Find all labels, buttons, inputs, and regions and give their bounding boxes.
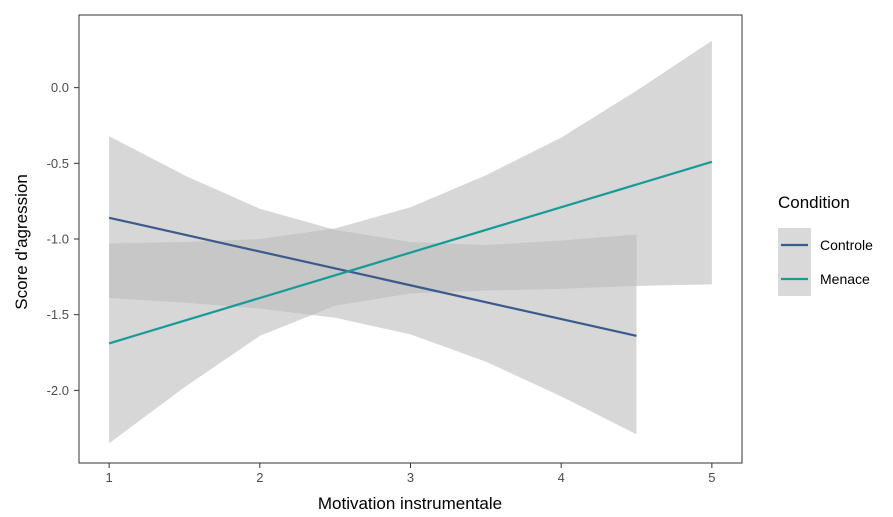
y-tick-label: 0.0 bbox=[51, 80, 69, 95]
x-tick-label: 2 bbox=[256, 470, 263, 485]
y-tick-label: -1.0 bbox=[47, 232, 69, 247]
x-tick-label: 1 bbox=[106, 470, 113, 485]
y-tick-label: -0.5 bbox=[47, 156, 69, 171]
legend-label-controle: Controle bbox=[820, 237, 873, 253]
legend: Condition Controle Menace bbox=[778, 193, 873, 296]
y-tick-label: -2.0 bbox=[47, 383, 69, 398]
confidence-ribbons bbox=[109, 40, 712, 444]
line-controle bbox=[108, 216, 637, 337]
series-lines bbox=[108, 160, 713, 345]
line-menace bbox=[108, 160, 713, 345]
x-axis-title: Motivation instrumentale bbox=[318, 494, 502, 513]
legend-label-menace: Menace bbox=[820, 271, 870, 287]
y-tick-label: -1.5 bbox=[47, 307, 69, 322]
y-axis-ticks: -2.0 -1.5 -1.0 -0.5 0.0 bbox=[47, 80, 79, 398]
x-tick-label: 4 bbox=[558, 470, 565, 485]
x-tick-label: 3 bbox=[407, 470, 414, 485]
legend-items: Controle Menace bbox=[778, 228, 873, 296]
x-axis-ticks: 1 2 3 4 5 bbox=[106, 463, 715, 485]
legend-title: Condition bbox=[778, 193, 850, 212]
x-tick-label: 5 bbox=[708, 470, 715, 485]
ribbon-menace bbox=[109, 40, 712, 444]
y-axis-title: Score d'agression bbox=[12, 174, 31, 310]
